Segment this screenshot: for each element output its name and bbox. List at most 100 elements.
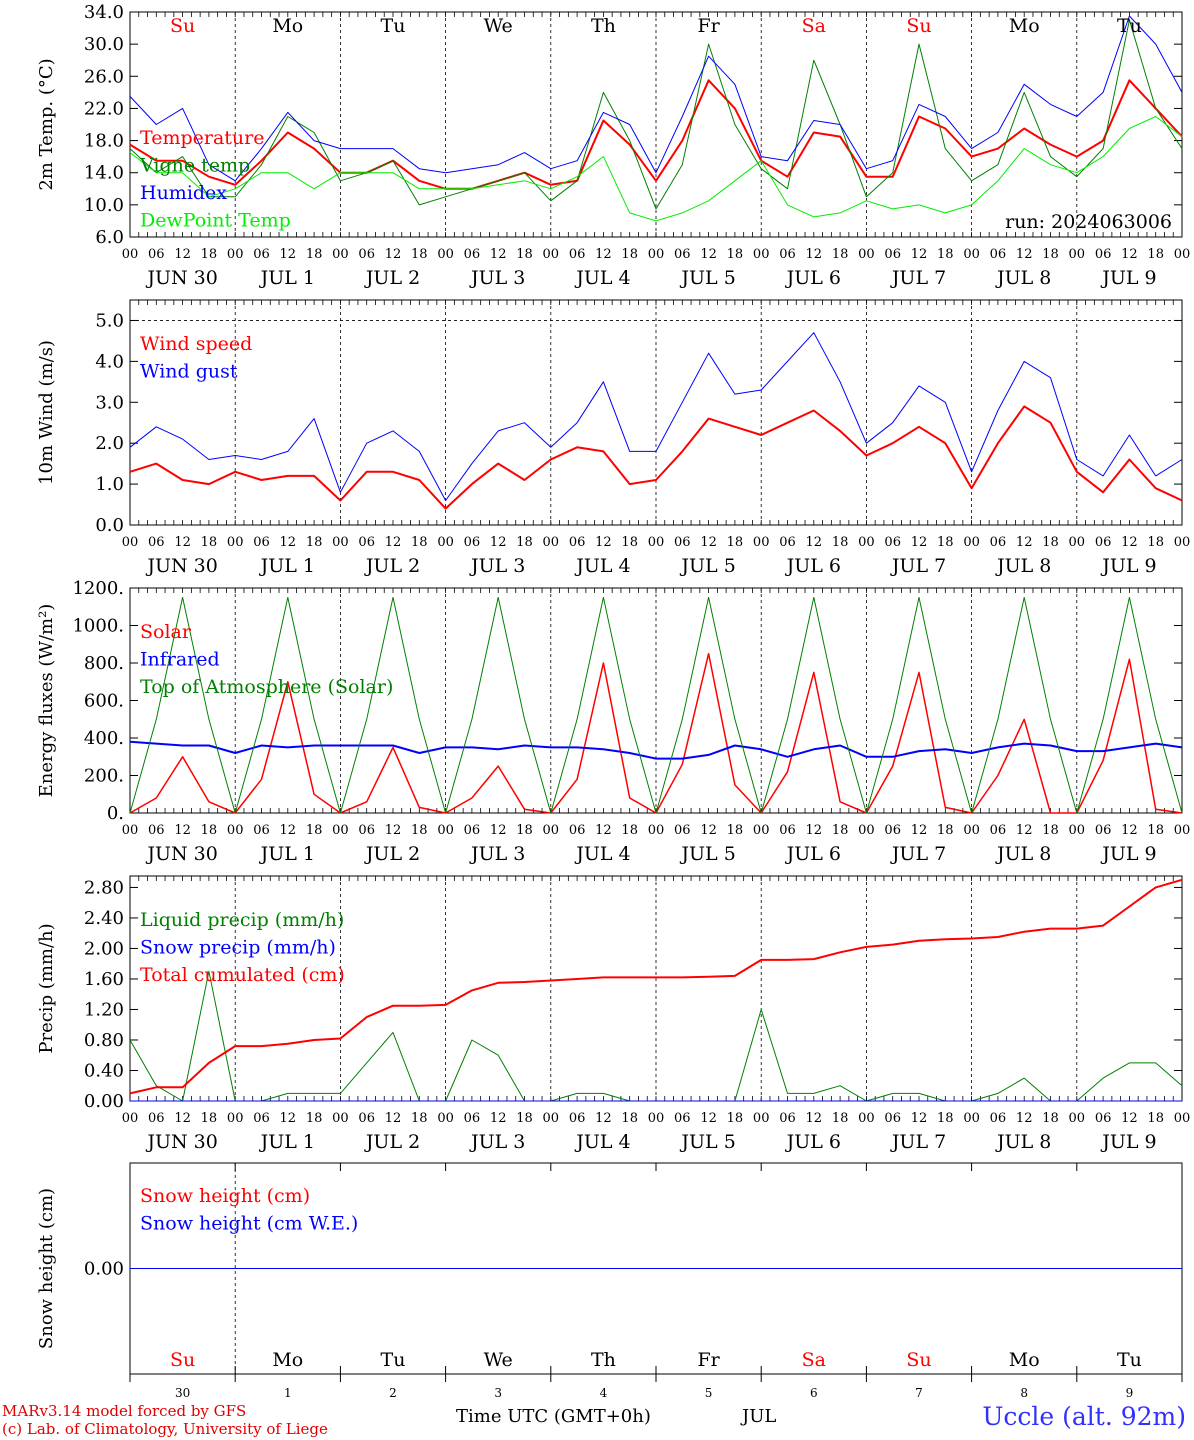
y-axis-label: Snow height (cm) [36, 1188, 57, 1349]
credit-model: MARv3.14 model forced by GFS [2, 1402, 247, 1420]
hour-tick-label: 12 [1016, 823, 1033, 838]
hour-tick-label: 00 [963, 535, 980, 550]
y-tick-label: 18.0 [84, 131, 124, 152]
hour-tick-label: 00 [332, 535, 349, 550]
hour-tick-label: 12 [490, 1111, 507, 1126]
hour-tick-label: 00 [858, 823, 875, 838]
hour-tick-label: 18 [1147, 535, 1164, 550]
y-tick-label: 22.0 [84, 98, 124, 119]
hour-tick-label: 12 [490, 535, 507, 550]
hour-tick-label: 18 [832, 247, 849, 262]
day-label: JUL 9 [1100, 1131, 1156, 1153]
weekday-label: Fr [697, 15, 720, 37]
hour-tick-label: 00 [1069, 823, 1086, 838]
hour-tick-label: 18 [832, 823, 849, 838]
hour-tick-label: 06 [990, 535, 1007, 550]
hour-tick-label: 06 [569, 823, 586, 838]
hour-tick-label: 12 [911, 535, 928, 550]
hour-tick-label: 00 [963, 823, 980, 838]
day-number-label: 9 [1126, 1386, 1134, 1400]
hour-tick-label: 00 [543, 247, 560, 262]
hour-tick-label: 00 [753, 535, 770, 550]
y-tick-label: 2.80 [84, 877, 124, 898]
y-tick-label: 2.0 [95, 433, 124, 454]
hour-tick-label: 18 [937, 247, 954, 262]
y-tick-label: 1200. [72, 578, 124, 599]
hour-tick-label: 18 [411, 535, 428, 550]
hour-tick-label: 06 [884, 247, 901, 262]
legend-entry: Wind speed [140, 333, 252, 355]
chart-panel-4: 0.00 0.40 0.80 1.20 1.60 2.00 2.40 2.80 Precip (… [36, 875, 1190, 1153]
hour-tick-label: 00 [227, 823, 244, 838]
day-label: JUL 6 [785, 555, 841, 577]
hour-tick-label: 06 [1095, 1111, 1112, 1126]
hour-tick-label: 00 [858, 535, 875, 550]
hour-tick-label: 06 [148, 535, 165, 550]
y-tick-label: 0.0 [95, 515, 124, 536]
hour-tick-label: 06 [464, 535, 481, 550]
y-tick-label: 1.20 [84, 999, 124, 1020]
series-line-3 [129, 15, 1183, 182]
series-line-2 [129, 19, 1183, 210]
hour-tick-label: 06 [569, 1111, 586, 1126]
plot-frame [129, 587, 1183, 814]
hour-tick-label: 00 [437, 247, 454, 262]
y-tick-label: 6.0 [95, 227, 124, 248]
hour-tick-label: 00 [543, 535, 560, 550]
hour-tick-label: 00 [753, 247, 770, 262]
hour-tick-label: 12 [1016, 247, 1033, 262]
y-tick-label: 26.0 [84, 66, 124, 87]
hour-tick-label: 12 [490, 823, 507, 838]
hour-tick-label: 18 [201, 1111, 218, 1126]
hour-tick-label: 00 [648, 1111, 665, 1126]
weekday-label: Tu [381, 15, 406, 37]
hour-tick-label: 18 [201, 247, 218, 262]
hour-tick-label: 12 [700, 247, 717, 262]
hour-tick-label: 06 [148, 247, 165, 262]
weekday-label: Mo [272, 15, 303, 37]
hour-tick-label: 18 [937, 823, 954, 838]
hour-tick-label: 00 [332, 823, 349, 838]
hour-tick-label: 00 [1069, 1111, 1086, 1126]
weekday-label: Su [170, 15, 195, 37]
y-tick-label: 4.0 [95, 351, 124, 372]
weekday-label: Su [906, 1349, 931, 1371]
hour-tick-label: 18 [516, 535, 533, 550]
hour-tick-label: 00 [648, 535, 665, 550]
day-label: JUL 9 [1100, 843, 1156, 865]
hour-tick-label: 18 [621, 1111, 638, 1126]
legend-entry: Liquid precip (mm/h) [140, 909, 344, 931]
x-axis-month: JUL [742, 1406, 777, 1427]
weekday-label: Sa [802, 1349, 826, 1371]
run-label: run: 2024063006 [1005, 211, 1172, 233]
chart-panel-3: 0. 200. 400. 600. 800. 1000. 1200. Energy fluxe… [36, 578, 1190, 865]
series-line-3 [129, 878, 1183, 1095]
hour-tick-label: 06 [674, 1111, 691, 1126]
y-tick-label: 600. [84, 691, 124, 712]
y-tick-label: 1.0 [95, 474, 124, 495]
hour-tick-label: 12 [806, 1111, 823, 1126]
hour-tick-label: 12 [385, 1111, 402, 1126]
y-tick-label: 34.0 [84, 2, 124, 23]
plot-frame [129, 11, 1183, 238]
day-number-label: 8 [1020, 1386, 1028, 1400]
y-tick-label: 400. [84, 728, 124, 749]
day-number-label: 3 [494, 1386, 502, 1400]
x-axis-title: Time UTC (GMT+0h) [456, 1406, 651, 1427]
hour-tick-label: 06 [253, 247, 270, 262]
weekday-label: We [484, 1349, 513, 1371]
hour-tick-label: 18 [727, 823, 744, 838]
hour-tick-label: 00 [1069, 535, 1086, 550]
day-label: JUL 1 [259, 1131, 315, 1153]
weekday-label: Tu [381, 1349, 406, 1371]
weekday-label: Mo [1009, 15, 1040, 37]
weekday-label: Su [906, 15, 931, 37]
hour-tick-label: 18 [621, 535, 638, 550]
day-number-label: 6 [810, 1386, 818, 1400]
day-label: JUL 6 [785, 267, 841, 289]
hour-tick-label: 12 [280, 823, 297, 838]
y-axis-label: Energy fluxes (W/m²) [36, 604, 57, 798]
day-label: JUL 6 [785, 1131, 841, 1153]
y-tick-label: 3.0 [95, 392, 124, 413]
